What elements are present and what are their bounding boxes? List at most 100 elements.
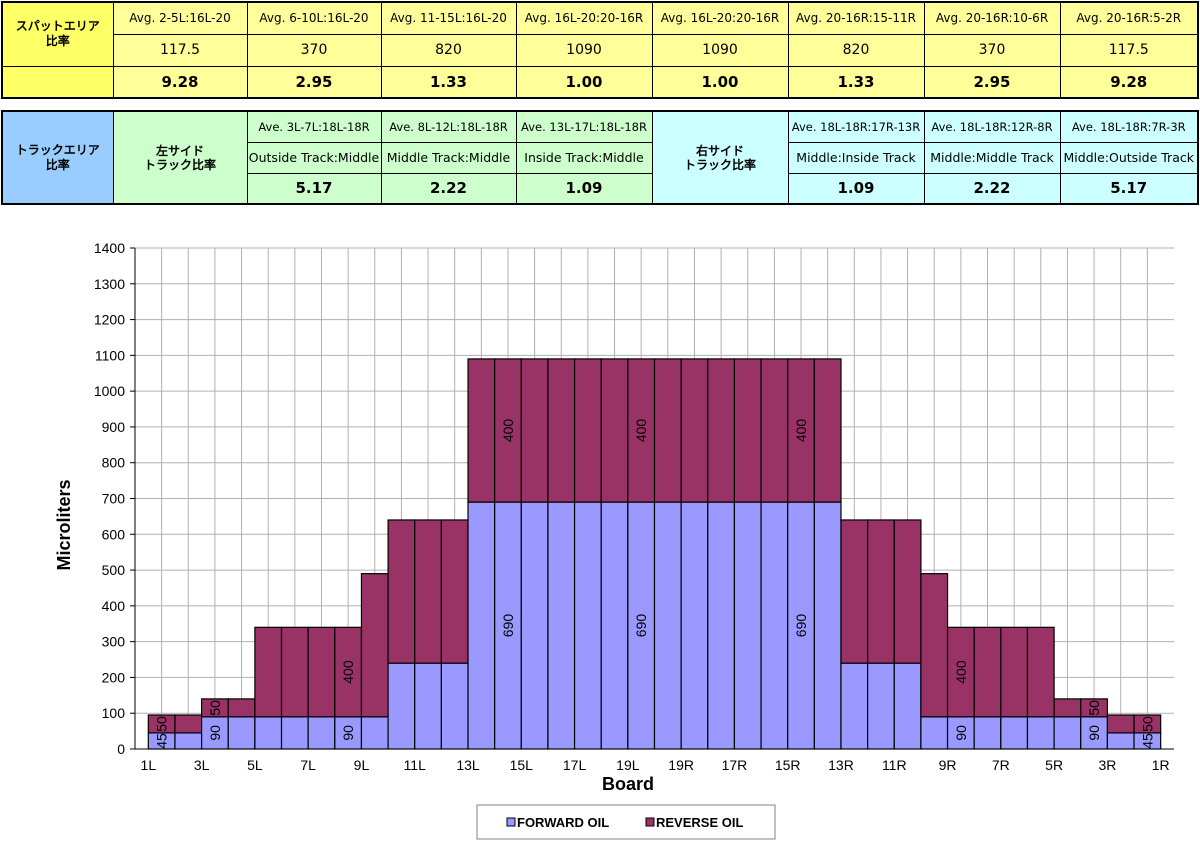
bar-value-label: 90 <box>1086 725 1102 741</box>
spot-ratio: 1.33 <box>787 65 925 99</box>
track-value: Middle Track:Middle <box>380 141 517 174</box>
x-tick-label: 9R <box>939 757 957 773</box>
forward-oil-bar <box>254 716 283 750</box>
track-value: Inside Track:Middle <box>515 141 653 174</box>
y-tick-label: 1100 <box>95 347 125 363</box>
reverse-oil-bar <box>680 358 709 503</box>
x-tick-label: 13R <box>828 757 854 773</box>
reverse-oil-bar <box>760 358 789 503</box>
spot-header: Avg. 20-16R:10-6R <box>923 1 1061 35</box>
legend: FORWARD OIL REVERSE OIL <box>476 804 776 840</box>
forward-oil-bar <box>547 501 576 750</box>
forward-oil-bar <box>1106 732 1135 750</box>
reverse-oil-bar <box>227 698 256 718</box>
reverse-oil-bar <box>1026 626 1055 718</box>
forward-oil-bar <box>307 716 336 750</box>
forward-oil-bar <box>760 501 789 750</box>
spot-ratio: 2.95 <box>246 65 382 99</box>
forward-oil-bar <box>174 732 203 750</box>
bar-value-label: 400 <box>340 660 356 684</box>
bar-value-label: 690 <box>633 614 649 638</box>
spot-value: 370 <box>246 33 382 67</box>
y-tick-label: 300 <box>102 634 126 650</box>
forward-oil-bar <box>600 501 629 750</box>
reverse-oil-bar <box>840 519 869 664</box>
x-tick-label: 1L <box>141 757 157 773</box>
track-value: Middle:Outside Track <box>1059 141 1199 174</box>
forward-oil-bar <box>707 501 736 750</box>
reverse-oil-bar <box>307 626 336 718</box>
reverse-oil-bar <box>440 519 469 664</box>
track-ratio-row: 5.17 2.22 1.09 1.09 2.22 5.17 <box>2 172 1199 205</box>
track-area-ratio-table: トラックエリア 比率 左サイド トラック比率 Ave. 3L-7L:18L-18… <box>1 110 1199 205</box>
spot-header: Avg. 6-10L:16L-20 <box>246 1 382 35</box>
bar-value-label: 400 <box>500 419 516 443</box>
axes: 0 100 200 300 400 500 600 700 800 900 1000 1100 1200… <box>94 240 1174 773</box>
reverse-oil-bar <box>254 626 283 718</box>
bar-value-label: 50 <box>1139 716 1155 732</box>
forward-oil-bar <box>946 716 975 750</box>
reverse-oil-bar <box>174 714 203 734</box>
spot-header: Avg. 16L-20:20-16R <box>651 1 789 35</box>
bar-value-label: 45 <box>1139 733 1155 749</box>
reverse-oil-bar <box>1000 626 1029 718</box>
reverse-oil-bar <box>414 519 442 664</box>
legend-label-forward: FORWARD OIL <box>517 815 609 830</box>
forward-oil-bar <box>653 501 682 750</box>
reverse-oil-bar <box>813 358 842 503</box>
spot-value: 820 <box>787 33 925 67</box>
x-tick-label: 5R <box>1045 757 1063 773</box>
y-tick-label: 800 <box>102 455 126 471</box>
reverse-oil-bar <box>600 358 629 503</box>
bar-value-label: 400 <box>633 419 649 443</box>
y-tick-label: 500 <box>102 562 126 578</box>
forward-oil-bar <box>573 501 602 750</box>
reverse-oil-bar <box>573 358 602 503</box>
y-tick-label: 600 <box>102 526 126 542</box>
reverse-oil-bar <box>1053 698 1082 718</box>
forward-oil-bar <box>227 716 256 750</box>
x-tick-label: 3L <box>194 757 210 773</box>
track-header: Ave. 8L-12L:18L-18R <box>380 110 517 143</box>
forward-oil-bar <box>1053 716 1082 750</box>
right-side-label: 右サイド トラック比率 <box>651 110 789 205</box>
track-ratio: 2.22 <box>380 172 517 205</box>
bar-value-label: 90 <box>953 725 969 741</box>
reverse-oil-bar <box>520 358 549 503</box>
x-tick-label: 13L <box>456 757 480 773</box>
track-ratio: 1.09 <box>515 172 653 205</box>
bar-value-label: 50 <box>154 716 170 732</box>
reverse-oil-bar <box>1106 714 1135 734</box>
bar-value-label: 90 <box>207 725 223 741</box>
x-tick-label: 19L <box>616 757 640 773</box>
bar-value-labels: 4550509040090400690400690400690400905090… <box>154 419 1156 749</box>
y-tick-label: 700 <box>102 491 126 507</box>
reverse-oil-bar <box>733 358 762 503</box>
reverse-oil-bar <box>627 358 656 503</box>
y-tick-label: 200 <box>102 669 126 685</box>
x-axis-title: Board <box>602 774 654 794</box>
y-tick-label: 100 <box>102 705 126 721</box>
x-tick-label: 19R <box>668 757 694 773</box>
reverse-oil-bar <box>653 358 682 503</box>
x-tick-label: 1R <box>1152 757 1170 773</box>
reverse-oil-bar <box>387 519 416 664</box>
reverse-oil-bar <box>1080 698 1108 718</box>
forward-oil-bar <box>973 716 1002 750</box>
x-tick-label: 11R <box>882 757 907 773</box>
spot-value: 1090 <box>651 33 789 67</box>
track-value: Outside Track:Middle <box>246 141 382 174</box>
track-header: Ave. 18L-18R:17R-13R <box>787 110 925 143</box>
reverse-oil-bar <box>360 573 389 718</box>
spot-empty-cell <box>1 65 114 99</box>
forward-oil-bar <box>733 501 762 750</box>
y-tick-label: 1200 <box>94 312 125 328</box>
track-header-row: トラックエリア 比率 左サイド トラック比率 Ave. 3L-7L:18L-18… <box>1 110 1199 205</box>
bar-value-label: 690 <box>500 614 516 638</box>
track-ratio: 1.09 <box>787 172 925 205</box>
track-header: Ave. 18L-18R:12R-8R <box>923 110 1061 143</box>
spot-ratio: 9.28 <box>112 65 248 99</box>
forward-oil-bar <box>440 662 469 750</box>
spot-ratio-row: 9.28 2.95 1.33 1.00 1.00 1.33 2.95 9.28 <box>1 65 1199 99</box>
track-value-row: Outside Track:Middle Middle Track:Middle… <box>2 141 1199 174</box>
